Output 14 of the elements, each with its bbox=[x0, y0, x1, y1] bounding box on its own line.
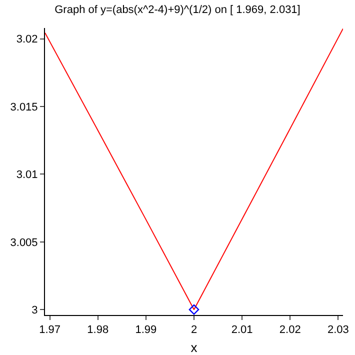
y-tick-label: 3.01 bbox=[16, 169, 38, 182]
x-axis-title: x bbox=[190, 340, 198, 355]
y-tick-label: 3.015 bbox=[10, 101, 38, 114]
y-tick-label: 3 bbox=[32, 304, 38, 316]
x-tick-label: 2 bbox=[190, 324, 198, 336]
x-tick-label: 1.98 bbox=[87, 324, 109, 336]
x-tick-label: 1.97 bbox=[39, 324, 61, 336]
x-tick-label: 1.99 bbox=[135, 324, 157, 336]
chart-title: Graph of y=(abs(x^2-4)+9)^(1/2) on [ 1.969, 2.031] bbox=[54, 4, 300, 16]
x-tick-label: 2.03 bbox=[327, 324, 349, 336]
y-tick-label: 3.02 bbox=[16, 34, 38, 46]
x-tick-label: 2.02 bbox=[279, 324, 301, 336]
x-tick-label: 2.01 bbox=[231, 324, 253, 336]
y-tick-label: 3.005 bbox=[10, 236, 38, 249]
